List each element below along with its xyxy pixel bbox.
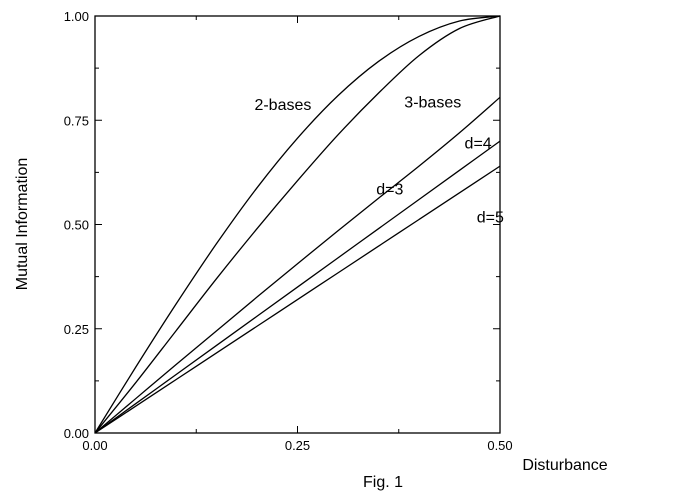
series-labels: 2-bases 3-bases d=3 d=4 d=5	[254, 95, 503, 227]
x-tick-label: 0.00	[82, 438, 107, 453]
series-line-1	[94, 15, 501, 434]
series-label-1: 3-bases	[404, 95, 461, 112]
series-line-0	[94, 15, 501, 434]
series-label-0: 2-bases	[254, 97, 311, 114]
series-label-4: d=5	[477, 209, 504, 226]
x-axis-label: Disturbance	[522, 457, 607, 474]
figure-caption: Fig. 1	[363, 474, 403, 491]
series-line-4	[94, 165, 501, 434]
x-tick-label: 0.50	[487, 438, 512, 453]
y-tick-label: 1.00	[64, 9, 89, 24]
series-lines	[94, 15, 501, 434]
y-tick-label: 0.25	[64, 322, 89, 337]
series-line-2	[94, 96, 501, 434]
y-tick-label: 0.00	[64, 426, 89, 441]
series-line-3	[94, 140, 501, 434]
y-tick-label: 0.50	[64, 218, 89, 233]
y-tick-label: 0.75	[64, 113, 89, 128]
y-axis-label: Mutual Information	[14, 158, 31, 291]
series-label-3: d=4	[465, 136, 492, 153]
axis-ticks: 0.00 0.25 0.50 0.00 0.25 0.50 0.75 1.00	[64, 9, 513, 453]
plot-frame	[94, 15, 501, 434]
x-tick-label: 0.25	[285, 438, 310, 453]
series-label-2: d=3	[376, 181, 403, 198]
